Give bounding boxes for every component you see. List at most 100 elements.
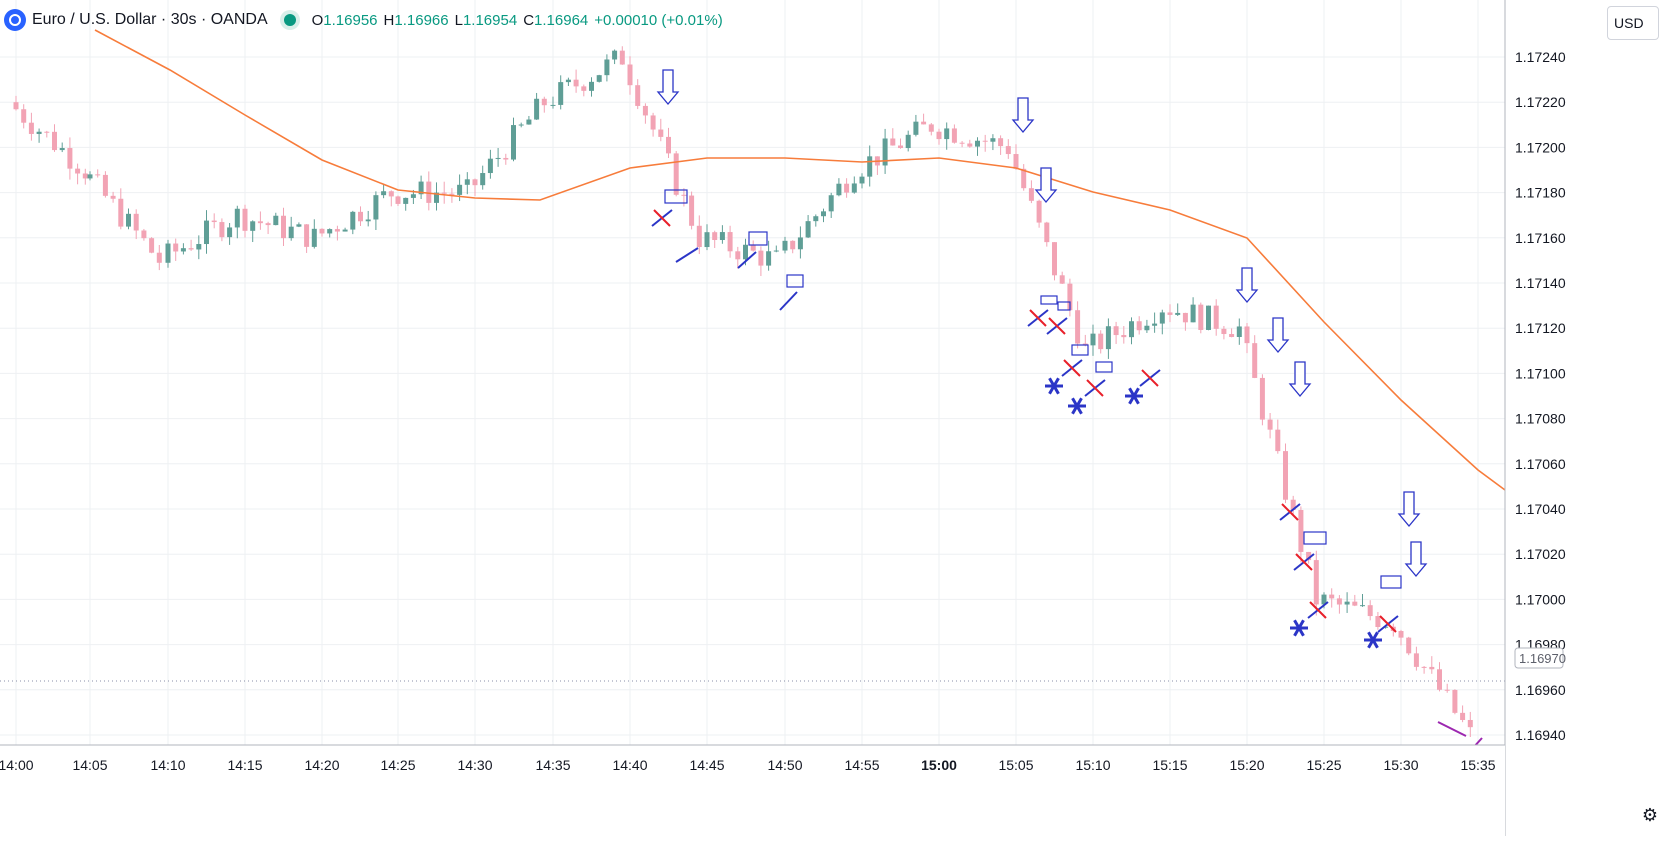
bear-candle	[388, 191, 394, 197]
bear-candle	[334, 229, 340, 232]
bull-candle	[905, 134, 911, 149]
box-annotation	[1040, 295, 1058, 305]
bear-candle	[1283, 451, 1288, 500]
bull-candle	[250, 221, 256, 231]
time-tick-label: 14:35	[535, 757, 570, 773]
bear-candle	[449, 193, 455, 195]
bear-candle	[1444, 689, 1450, 691]
bear-candle	[44, 131, 50, 133]
bull-candle	[797, 237, 803, 250]
box-annotation	[1380, 575, 1402, 589]
bear-candle	[95, 174, 101, 176]
bull-candle	[534, 98, 540, 120]
bull-candle	[296, 224, 302, 227]
time-tick-label: 14:15	[227, 757, 262, 773]
market-status-icon[interactable]	[283, 14, 296, 26]
time-tick-label: 15:20	[1229, 757, 1264, 773]
bull-candle	[1360, 605, 1365, 607]
time-axis-bg	[0, 745, 1505, 836]
bull-candle	[612, 50, 618, 60]
bull-candle	[526, 119, 532, 125]
bull-candle	[1190, 304, 1196, 323]
symbol-title[interactable]: Euro / U.S. Dollar · 30s · OANDA	[32, 11, 268, 28]
bear-candle	[102, 174, 108, 196]
price-tick-label: 1.16940	[1515, 727, 1566, 743]
cross-annotation	[1048, 317, 1066, 335]
bear-candle	[1052, 242, 1057, 276]
bear-candle	[642, 105, 648, 116]
price-tick-label: 1.17060	[1515, 456, 1566, 472]
bull-candle	[1383, 626, 1389, 628]
asterisk-annotation	[1048, 377, 1060, 395]
bear-candle	[118, 198, 124, 227]
bear-candle	[1121, 335, 1127, 338]
drawing-annotations[interactable]	[651, 69, 1483, 761]
currency-selector[interactable]: USD	[1607, 6, 1659, 40]
axis-settings-icon[interactable]: ⚙	[1641, 804, 1659, 825]
bear-candle	[844, 183, 850, 193]
price-tick-label: 1.16960	[1515, 682, 1566, 698]
bear-candle	[188, 248, 194, 250]
cross-annotation	[653, 209, 671, 227]
bull-candle	[204, 220, 209, 245]
bear-candle	[967, 143, 973, 147]
bear-candle	[541, 98, 547, 106]
bear-candle	[265, 223, 271, 226]
bull-candle	[180, 248, 186, 252]
bull-candle	[227, 227, 233, 238]
bear-candle	[242, 208, 248, 231]
bull-candle	[867, 156, 873, 177]
bear-candle	[1028, 188, 1034, 201]
bull-candle	[851, 183, 857, 193]
down-arrow-annotation	[1011, 97, 1035, 134]
bear-candle	[1259, 377, 1265, 420]
bear-candle	[1213, 305, 1219, 329]
bear-candle	[790, 240, 796, 250]
symbol-logo-icon	[4, 9, 26, 31]
bear-candle	[1044, 222, 1050, 243]
bear-candle	[627, 64, 633, 86]
bear-candle	[358, 211, 363, 222]
bear-candle	[1182, 312, 1188, 323]
asterisk-annotation	[1071, 397, 1083, 415]
bull-candle	[126, 213, 131, 227]
bull-candle	[518, 124, 524, 126]
bull-candle	[589, 81, 594, 91]
bull-candle	[704, 232, 710, 248]
time-tick-label: 14:25	[380, 757, 415, 773]
bear-candle	[1467, 719, 1473, 728]
bear-candle	[727, 232, 733, 252]
bear-candle	[1198, 304, 1204, 330]
bear-candle	[959, 142, 965, 144]
bull-candle	[36, 131, 42, 134]
bear-candle	[1336, 598, 1342, 605]
bear-candle	[1421, 666, 1427, 668]
bull-candle	[558, 82, 564, 105]
candles-layer	[13, 46, 1473, 738]
bull-candle	[550, 104, 556, 106]
trend-line-annotation	[675, 247, 699, 263]
box-annotation	[1057, 301, 1071, 311]
down-arrow-annotation	[656, 69, 680, 106]
bear-candle	[936, 131, 942, 140]
bear-candle	[156, 252, 162, 263]
asterisk-annotation	[1293, 619, 1305, 637]
bear-candle	[257, 221, 263, 224]
time-tick-label: 14:50	[767, 757, 802, 773]
box-annotation	[1303, 531, 1327, 545]
bear-candle	[1329, 594, 1335, 599]
bear-candle	[712, 232, 718, 241]
time-tick-label: 14:55	[844, 757, 879, 773]
bear-candle	[426, 181, 432, 203]
bull-candle	[365, 219, 371, 222]
moving-average-line	[94, 29, 1506, 491]
bull-candle	[944, 128, 950, 140]
cross-annotation	[1029, 309, 1047, 327]
price-tick-label: 1.17080	[1515, 411, 1566, 427]
time-tick-label: 15:25	[1306, 757, 1341, 773]
bear-candle	[982, 140, 988, 142]
bear-candle	[219, 222, 225, 238]
bull-candle	[1144, 325, 1150, 331]
